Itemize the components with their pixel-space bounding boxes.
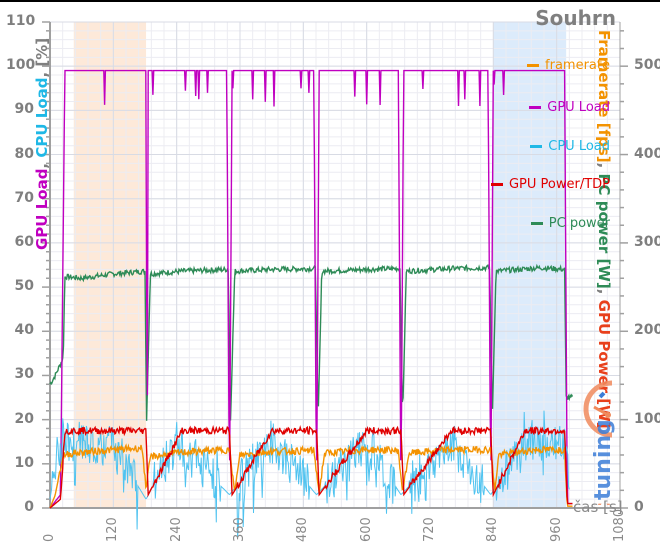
legend-item-gpu-power-tdp[interactable]: GPU Power/TDP [490, 177, 610, 192]
axis-label-part: , [33, 157, 51, 169]
y-axis-left-label: GPU Load, CPU Load, [%] [33, 38, 51, 250]
y-left-tick-label: 20 [14, 410, 34, 427]
y-left-tick-label: 60 [14, 233, 34, 250]
legend-swatch [490, 183, 503, 186]
svg-text:pc: pc [591, 502, 616, 505]
x-axis-label: čas [s] [573, 498, 623, 516]
y-left-tick-label: 0 [24, 499, 34, 515]
legend-swatch [530, 222, 543, 225]
series-framerate [49, 443, 573, 509]
y-left-tick-label: 80 [14, 145, 34, 162]
axis-label-part: GPU Load [33, 168, 51, 250]
y-left-tick-label: 70 [14, 189, 34, 206]
series-gpu-power-tdp [49, 424, 573, 509]
chart-title: Souhrn [535, 6, 616, 30]
legend-label: PC power [548, 216, 610, 231]
x-tick-label: 120 [105, 517, 121, 542]
series-pc-power [49, 263, 574, 421]
x-tick-label: 720 [422, 517, 437, 542]
y-right-tick-label: 400 [634, 145, 660, 162]
legend-label: CPU Load [548, 139, 610, 154]
x-tick-label: 840 [485, 517, 501, 542]
axis-label-part: CPU Load [33, 77, 51, 158]
y-left-tick-label: 40 [14, 322, 34, 339]
y-left-tick-label: 50 [14, 278, 34, 295]
y-left-tick-label: 100 [6, 57, 36, 74]
x-tick-label: 360 [232, 517, 247, 542]
series-cpu-load [49, 410, 570, 537]
x-tick-label: 600 [358, 517, 374, 542]
svg-text:tuning: tuning [591, 419, 616, 500]
y-left-tick-label: 90 [14, 101, 34, 118]
legend-item-cpu-load[interactable]: CPU Load [530, 139, 610, 154]
y-right-tick-label: 200 [634, 322, 660, 339]
pctuning-logo-icon: tuning pc [583, 380, 616, 531]
legend-label: GPU Load [547, 100, 610, 115]
y-left-tick-label: 10 [14, 454, 34, 471]
window-top-border [0, 0, 660, 2]
pctuning-logo: tuning pc [580, 375, 620, 531]
x-tick-label: 480 [295, 517, 311, 542]
x-tick-label: 960 [548, 517, 564, 542]
axis-label-part: , [%] [33, 37, 51, 78]
legend-label: GPU Power/TDP [508, 177, 610, 192]
y-left-tick-label: 30 [14, 366, 34, 383]
legend-swatch [530, 145, 543, 148]
legend-swatch [527, 64, 540, 67]
x-tick-label: 0 [42, 533, 57, 542]
legend-item-framerate[interactable]: framerate [527, 58, 610, 73]
axis-label-part: , [595, 162, 613, 174]
y-left-tick-label: 110 [6, 13, 36, 29]
y-right-tick-label: 300 [634, 233, 660, 250]
highlight-band [493, 22, 567, 508]
legend-label: framerate [545, 58, 610, 73]
legend-swatch [529, 106, 542, 109]
series-gpu-load [49, 69, 573, 509]
x-tick-label: 240 [168, 517, 184, 542]
y-right-tick-label: 500 [634, 57, 660, 74]
axis-label-part: , [595, 288, 613, 300]
highlight-band [73, 22, 147, 508]
y-right-tick-label: 0 [634, 499, 644, 515]
legend-item-gpu-load[interactable]: GPU Load [529, 100, 610, 115]
y-right-tick-label: 100 [634, 410, 660, 427]
legend-item-pc-power[interactable]: PC power [530, 216, 610, 231]
